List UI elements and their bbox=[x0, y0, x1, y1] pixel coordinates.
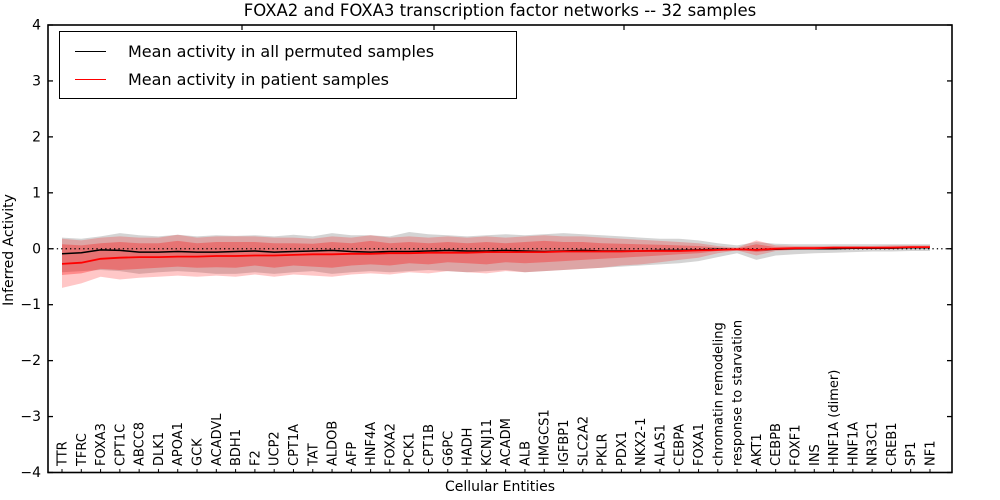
x-tick-label: FOXA1 bbox=[692, 423, 707, 466]
x-tick-label: FOXF1 bbox=[788, 424, 803, 466]
chart-title: FOXA2 and FOXA3 transcription factor net… bbox=[243, 1, 757, 20]
x-tick-label: HNF1A bbox=[846, 422, 861, 466]
x-tick-label: AFP bbox=[345, 442, 360, 466]
legend: Mean activity in all permuted samples Me… bbox=[59, 31, 517, 99]
x-tick-label: DLK1 bbox=[152, 432, 167, 466]
y-tick-label: 1 bbox=[32, 185, 41, 201]
y-tick-label: 4 bbox=[32, 18, 41, 34]
x-tick-label: CEBPB bbox=[769, 423, 784, 466]
x-tick-label: F2 bbox=[248, 450, 263, 466]
patient-mean-line bbox=[61, 246, 930, 265]
x-tick-label: TFRC bbox=[75, 433, 90, 467]
x-tick-label: CEBPA bbox=[673, 424, 688, 466]
x-tick-label: SLC2A2 bbox=[576, 416, 591, 466]
y-tick-label: −3 bbox=[20, 409, 41, 425]
x-tick-label: ACADM bbox=[499, 418, 514, 466]
x-tick-label: ABCC8 bbox=[133, 422, 148, 466]
y-axis-label: Inferred Activity bbox=[1, 194, 17, 306]
y-tick-label: −1 bbox=[20, 297, 41, 313]
x-tick-label: NKX2-1 bbox=[634, 418, 649, 466]
patient-line-swatch bbox=[75, 78, 106, 80]
x-tick-label: HNF4A bbox=[364, 422, 379, 466]
x-tick-label: FOXA2 bbox=[383, 423, 398, 466]
x-tick-label: BDH1 bbox=[229, 429, 244, 466]
x-tick-label: INS bbox=[808, 444, 823, 466]
x-tick-label: TTR bbox=[56, 441, 71, 467]
x-tick-label: response to starvation bbox=[731, 320, 746, 466]
x-axis-label: Cellular Entities bbox=[444, 479, 556, 495]
x-tick-label: APOA1 bbox=[171, 422, 186, 466]
x-tick-label: ALB bbox=[518, 441, 533, 466]
x-tick-label: HNF1A (dimer) bbox=[827, 370, 842, 466]
x-tick-label: CPT1A bbox=[287, 424, 302, 466]
x-tick-label: NR3C1 bbox=[866, 422, 881, 466]
legend-entry-permuted: Mean activity in all permuted samples bbox=[75, 37, 501, 65]
legend-label-patient: Mean activity in patient samples bbox=[128, 69, 389, 89]
x-tick-label: CPT1C bbox=[113, 424, 128, 466]
x-tick-label: ACADVL bbox=[210, 413, 225, 466]
x-tick-label: SP1 bbox=[904, 442, 919, 466]
x-tick-label: ALDOB bbox=[326, 421, 341, 466]
legend-label-permuted: Mean activity in all permuted samples bbox=[128, 41, 435, 61]
x-tick-label: UCP2 bbox=[268, 431, 283, 466]
y-tick-label: −2 bbox=[20, 353, 41, 369]
x-tick-label: KCNJ11 bbox=[480, 419, 495, 466]
x-tick-label: PCK1 bbox=[403, 432, 418, 466]
patient-samples-range-band bbox=[62, 234, 930, 288]
y-tick-label: 2 bbox=[32, 129, 41, 145]
x-tick-label: HMGCS1 bbox=[538, 409, 553, 466]
x-tick-label: GCK bbox=[191, 438, 206, 466]
legend-entry-patient: Mean activity in patient samples bbox=[75, 65, 501, 93]
y-tick-label: −4 bbox=[20, 465, 41, 481]
x-tick-label: chromatin remodeling bbox=[711, 322, 726, 466]
x-tick-label: AKT1 bbox=[750, 433, 765, 466]
y-tick-label: 0 bbox=[32, 241, 41, 257]
x-tick-label: NF1 bbox=[924, 441, 939, 466]
x-tick-label: PDX1 bbox=[615, 431, 630, 466]
x-tick-label: CPT1B bbox=[422, 424, 437, 466]
permuted-line-swatch bbox=[75, 50, 106, 52]
x-tick-label: ALAS1 bbox=[653, 424, 668, 466]
axes-frame bbox=[47, 24, 953, 474]
x-tick-label: FOXA3 bbox=[94, 423, 109, 466]
x-tick-label: TAT bbox=[306, 443, 321, 467]
x-tick-label: PKLR bbox=[596, 433, 611, 466]
x-tick-label: CREB1 bbox=[885, 422, 900, 466]
x-tick-label: IGFBP1 bbox=[557, 420, 572, 466]
y-tick-label: 3 bbox=[32, 73, 41, 89]
x-tick-label: G6PC bbox=[441, 431, 456, 466]
x-tick-label: HADH bbox=[461, 428, 476, 466]
